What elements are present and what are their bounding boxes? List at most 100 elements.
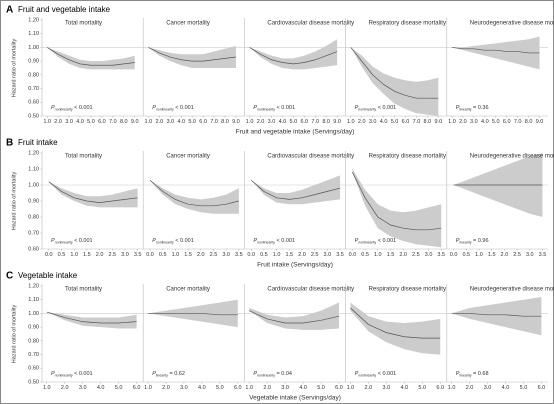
p-value: Pnonlinearity < 0.001 bbox=[152, 238, 194, 244]
hazard-curve bbox=[350, 307, 441, 339]
y-tick-label: 1.00 bbox=[28, 182, 39, 188]
p-text: = 0.62 bbox=[168, 371, 185, 377]
panel-title: Cardiovascular disease mortality bbox=[267, 154, 354, 160]
x-tick-label: 4.0 bbox=[97, 385, 105, 391]
p-subscript: nonlinearity bbox=[156, 240, 174, 244]
panel-title: Respiratory disease mortality bbox=[369, 287, 446, 293]
p-text: < 0.001 bbox=[174, 238, 194, 244]
x-tick-label: 3.0 bbox=[268, 119, 276, 125]
x-tick-label: 6.0 bbox=[436, 385, 444, 391]
p-value: Pnonlinearity < 0.001 bbox=[51, 371, 93, 377]
confidence-band bbox=[451, 296, 542, 336]
confidence-band bbox=[251, 175, 341, 205]
x-tick-label: 0.0 bbox=[247, 252, 255, 258]
p-text: = 0.36 bbox=[472, 105, 489, 111]
hazard-curve bbox=[451, 313, 542, 317]
x-tick-label: 1.0 bbox=[70, 252, 78, 258]
y-tick-label: 0.60 bbox=[28, 246, 39, 252]
panel-title: Cardiovascular disease mortality bbox=[267, 287, 354, 293]
x-tick-label: 1.0 bbox=[43, 385, 51, 391]
y-tick-label: 0.80 bbox=[28, 72, 39, 78]
x-tick-label: 2.5 bbox=[513, 252, 521, 258]
x-tick-label: 5.0 bbox=[418, 385, 426, 391]
x-tick-label: 6.0 bbox=[98, 119, 106, 125]
p-symbol: P bbox=[355, 105, 359, 111]
y-tick-label: 0.90 bbox=[28, 59, 39, 65]
x-axis-label: Vegetable intake (Servings/day) bbox=[249, 395, 341, 402]
p-subscript: nonlinearity bbox=[55, 240, 73, 244]
p-text: < 0.001 bbox=[73, 105, 93, 111]
x-tick-label: 0.0 bbox=[450, 252, 458, 258]
confidence-band bbox=[249, 302, 340, 330]
x-tick-label: 2.0 bbox=[399, 252, 407, 258]
x-tick-label: 3.5 bbox=[336, 252, 344, 258]
p-text: < 0.001 bbox=[275, 238, 295, 244]
p-text: = 0.04 bbox=[275, 371, 292, 377]
x-tick-label: 8.0 bbox=[221, 119, 229, 125]
p-subscript: nonlinearity bbox=[358, 107, 376, 111]
panel-title: Total mortality bbox=[65, 287, 102, 293]
p-symbol: P bbox=[51, 238, 55, 244]
x-tick-label: 1.0 bbox=[43, 119, 51, 125]
x-tick-label: 2.5 bbox=[108, 252, 116, 258]
x-tick-label: 3.5 bbox=[437, 252, 445, 258]
hazard-curve bbox=[352, 172, 442, 231]
confidence-band bbox=[350, 302, 441, 355]
x-tick-label: 4.0 bbox=[198, 385, 206, 391]
x-tick-label: 1.0 bbox=[273, 252, 281, 258]
x-tick-label: 0.5 bbox=[260, 252, 268, 258]
x-tick-label: 1.0 bbox=[145, 119, 153, 125]
x-tick-label: 2.0 bbox=[298, 252, 306, 258]
y-tick-label: 0.50 bbox=[28, 113, 39, 119]
x-tick-label: 0.5 bbox=[159, 252, 167, 258]
x-tick-label: 2.0 bbox=[96, 252, 104, 258]
x-tick-label: 5.0 bbox=[216, 385, 224, 391]
x-tick-label: 3.5 bbox=[134, 252, 142, 258]
p-symbol: P bbox=[152, 371, 156, 377]
y-tick-label: 1.20 bbox=[28, 283, 39, 289]
x-tick-label: 1.5 bbox=[488, 252, 496, 258]
x-tick-label: 2.5 bbox=[311, 252, 319, 258]
confidence-band bbox=[46, 312, 137, 329]
x-tick-label: 1.0 bbox=[448, 119, 456, 125]
y-axis-label: Hazard ratio of mortality bbox=[11, 305, 17, 364]
panel-title: Neurodegenerative disease mortality bbox=[470, 287, 554, 293]
x-tick-label: 2.0 bbox=[257, 119, 265, 125]
y-tick-label: 0.60 bbox=[28, 100, 39, 106]
confidence-band bbox=[249, 39, 338, 70]
p-subscript: nonlinearity bbox=[257, 107, 275, 111]
panel-title: Total mortality bbox=[65, 21, 102, 27]
x-tick-label: 4.0 bbox=[299, 385, 307, 391]
x-tick-label: 0.5 bbox=[361, 252, 369, 258]
x-tick-label: 2.5 bbox=[412, 252, 420, 258]
hazard-curve bbox=[250, 179, 341, 200]
x-tick-label: 7.0 bbox=[514, 119, 522, 125]
panel-title: Cancer mortality bbox=[166, 21, 210, 27]
panel-title: Cardiovascular disease mortality bbox=[267, 21, 354, 27]
p-subscript: nonlinearity bbox=[55, 373, 73, 377]
x-tick-label: 8.0 bbox=[120, 119, 128, 125]
hazard-curve bbox=[451, 47, 540, 54]
x-tick-label: 2.0 bbox=[156, 119, 164, 125]
x-tick-label: 1.0 bbox=[374, 252, 382, 258]
x-tick-label: 2.0 bbox=[459, 119, 467, 125]
p-value: Pnonlinearity < 0.001 bbox=[51, 238, 93, 244]
y-tick-label: 1.10 bbox=[28, 31, 39, 37]
x-tick-label: 3.0 bbox=[382, 385, 390, 391]
p-symbol: P bbox=[355, 371, 359, 377]
x-tick-label: 3.0 bbox=[526, 252, 534, 258]
y-axis-label: Hazard ratio of mortality bbox=[11, 172, 17, 231]
y-tick-label: 0.60 bbox=[28, 366, 39, 372]
confidence-band bbox=[48, 181, 138, 208]
x-tick-label: 8.0 bbox=[525, 119, 533, 125]
p-subscript: nonlinearity bbox=[257, 240, 275, 244]
x-tick-label: 3.0 bbox=[425, 252, 433, 258]
hazard-curve bbox=[47, 47, 135, 66]
x-tick-label: 0.5 bbox=[58, 252, 66, 258]
x-tick-label: 5.0 bbox=[391, 119, 399, 125]
p-text: < 0.001 bbox=[376, 238, 396, 244]
p-value: Plinearity = 0.62 bbox=[152, 371, 185, 377]
p-subscript: nonlinearity bbox=[358, 373, 376, 377]
x-tick-label: 3.0 bbox=[180, 385, 188, 391]
